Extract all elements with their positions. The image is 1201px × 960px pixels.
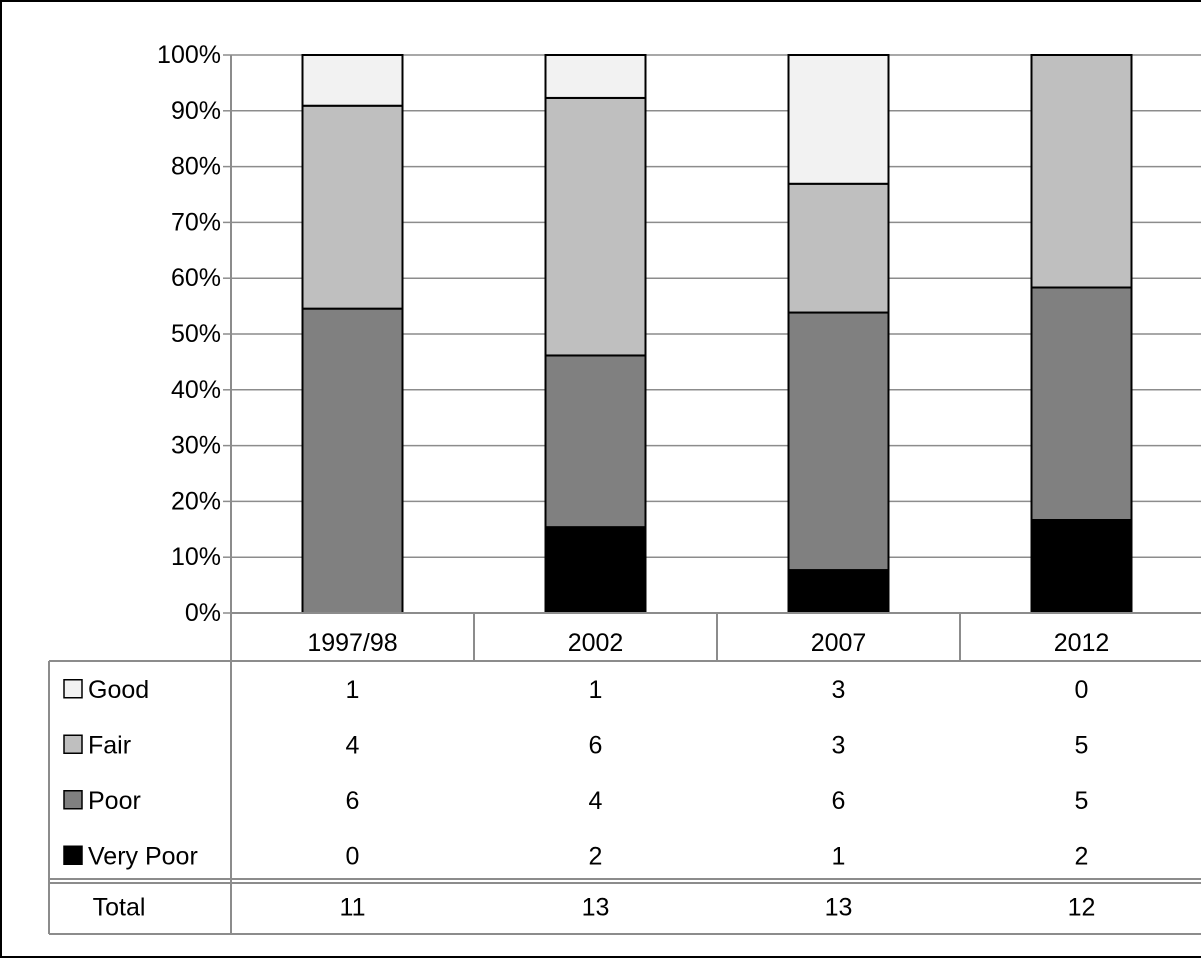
legend-label: Fair [88, 731, 131, 759]
total-value: 11 [340, 894, 366, 922]
x-tick-label: 2012 [1054, 629, 1110, 657]
bar-segment-very-poor [787, 569, 890, 614]
bar-segment-very-poor [544, 526, 647, 615]
y-axis-ticks: 0% 10% 20% 30% 40% 50% 60% 70% 80% 90% 100% [157, 41, 231, 627]
y-tick-label: 60% [171, 264, 221, 292]
y-tick-label: 50% [171, 320, 221, 348]
total-label: Total [93, 894, 146, 922]
data-label: 4 [589, 787, 603, 815]
data-label: 0 [1075, 676, 1089, 704]
total-value: 13 [582, 894, 610, 922]
bar-segment-poor [544, 354, 647, 529]
bar-segment-good [787, 54, 890, 185]
data-label: 5 [1075, 731, 1089, 759]
x-tick-label: 1997/98 [307, 629, 397, 657]
data-label: 3 [832, 731, 846, 759]
data-label: 6 [346, 787, 360, 815]
bar-segment-fair [544, 96, 647, 357]
axes [48, 55, 1201, 935]
y-tick-label: 10% [171, 543, 221, 571]
x-tick-label: 2007 [811, 629, 867, 657]
total-value: 13 [825, 894, 853, 922]
legend-label: Good [88, 676, 149, 704]
data-label: 2 [589, 842, 603, 870]
data-label: 1 [832, 842, 846, 870]
bar-segment-good [301, 54, 404, 107]
legend-key-poor [63, 790, 83, 810]
legend-key-very-poor [63, 845, 83, 865]
data-label: 4 [346, 731, 360, 759]
data-label: 6 [589, 731, 603, 759]
y-tick-label: 40% [171, 376, 221, 404]
legend-key-good [63, 679, 83, 699]
legend-label: Poor [88, 787, 141, 815]
y-tick-label: 70% [171, 208, 221, 236]
bar-segment-fair [787, 182, 890, 314]
data-label: 6 [832, 787, 846, 815]
y-tick-label: 100% [157, 41, 221, 69]
y-tick-label: 0% [185, 599, 221, 627]
x-tick-label: 2002 [568, 629, 624, 657]
y-tick-label: 20% [171, 487, 221, 515]
bar-segment-fair [1030, 54, 1133, 289]
y-tick-label: 30% [171, 432, 221, 460]
bar-segment-fair [301, 104, 404, 310]
data-label: 1 [589, 676, 603, 704]
bar-segment-poor [301, 307, 404, 614]
data-label: 0 [346, 842, 360, 870]
y-tick-label: 80% [171, 153, 221, 181]
data-label: 1 [346, 676, 360, 704]
legend-key-fair [63, 734, 83, 754]
data-label: 5 [1075, 787, 1089, 815]
total-value: 12 [1068, 894, 1096, 922]
bar-segment-poor [787, 311, 890, 572]
data-label: 2 [1075, 842, 1089, 870]
bar-segment-good [544, 54, 647, 99]
y-tick-label: 90% [171, 97, 221, 125]
data-label: 3 [832, 676, 846, 704]
bar-segment-very-poor [1030, 519, 1133, 614]
bar-segment-poor [1030, 286, 1133, 521]
legend-label: Very Poor [88, 842, 198, 870]
bars [301, 54, 1133, 615]
